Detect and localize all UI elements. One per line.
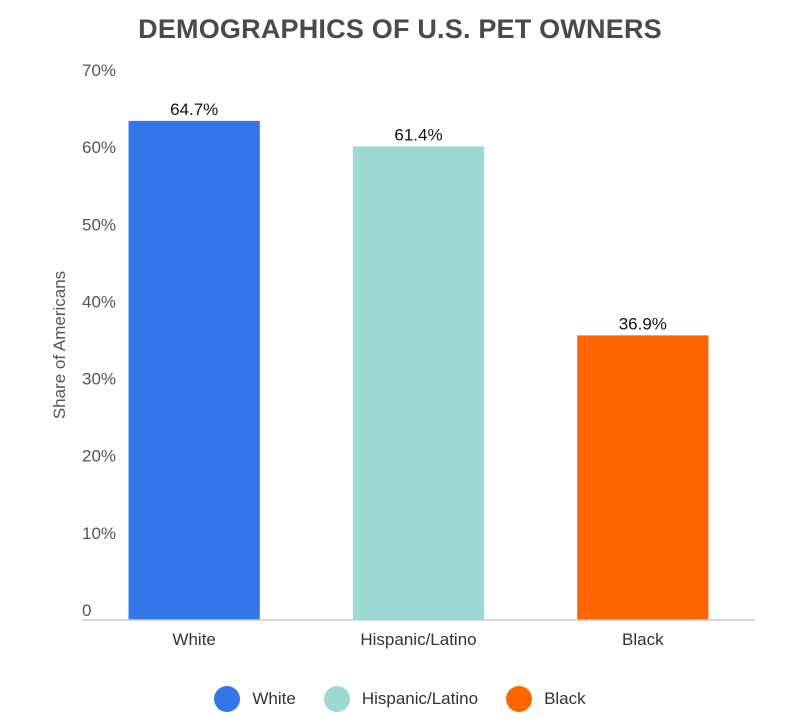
bar-value-labels: 64.7% 61.4% 36.9% xyxy=(170,100,667,333)
legend-swatch xyxy=(323,686,350,712)
legend-label: Black xyxy=(544,689,586,708)
y-tick-label: 70% xyxy=(82,61,116,80)
y-axis-ticks: 0 10% 20% 30% 40% 50% 60% 70% xyxy=(82,61,116,620)
y-tick-label: 10% xyxy=(82,524,116,543)
x-tick-label: Black xyxy=(622,630,664,649)
legend-label: White xyxy=(252,689,296,708)
bar-white xyxy=(128,120,260,620)
y-tick-label: 60% xyxy=(82,138,116,157)
legend: White Hispanic/Latino Black xyxy=(0,684,800,714)
x-axis-ticks: White Hispanic/Latino Black xyxy=(172,630,664,649)
y-tick-label: 50% xyxy=(82,215,116,234)
legend-item: White xyxy=(214,686,296,712)
bars xyxy=(128,120,709,621)
bar-value-label: 64.7% xyxy=(170,100,218,119)
bar-value-label: 36.9% xyxy=(619,314,667,333)
bar-hispanic-latino xyxy=(352,146,485,621)
plot-area: 0 10% 20% 30% 40% 50% 60% 70% 64.7% 61.4% 36.9% W… xyxy=(82,61,755,649)
chart-title: DEMOGRAPHICS OF U.S. PET OWNERS xyxy=(138,14,662,44)
x-tick-label: White xyxy=(172,630,215,649)
legend-item: Black xyxy=(506,686,586,712)
legend-swatch xyxy=(506,686,533,712)
y-tick-label: 30% xyxy=(82,370,116,389)
legend-swatch xyxy=(214,686,241,712)
y-tick-label: 40% xyxy=(82,292,116,311)
x-tick-label: Hispanic/Latino xyxy=(360,630,476,649)
y-tick-label: 20% xyxy=(82,447,116,466)
bar-black xyxy=(577,335,709,620)
bar-value-label: 61.4% xyxy=(394,125,442,144)
legend-label: Hispanic/Latino xyxy=(361,689,479,708)
y-tick-label: 0 xyxy=(82,601,91,620)
legend-item: Hispanic/Latino xyxy=(323,686,479,712)
